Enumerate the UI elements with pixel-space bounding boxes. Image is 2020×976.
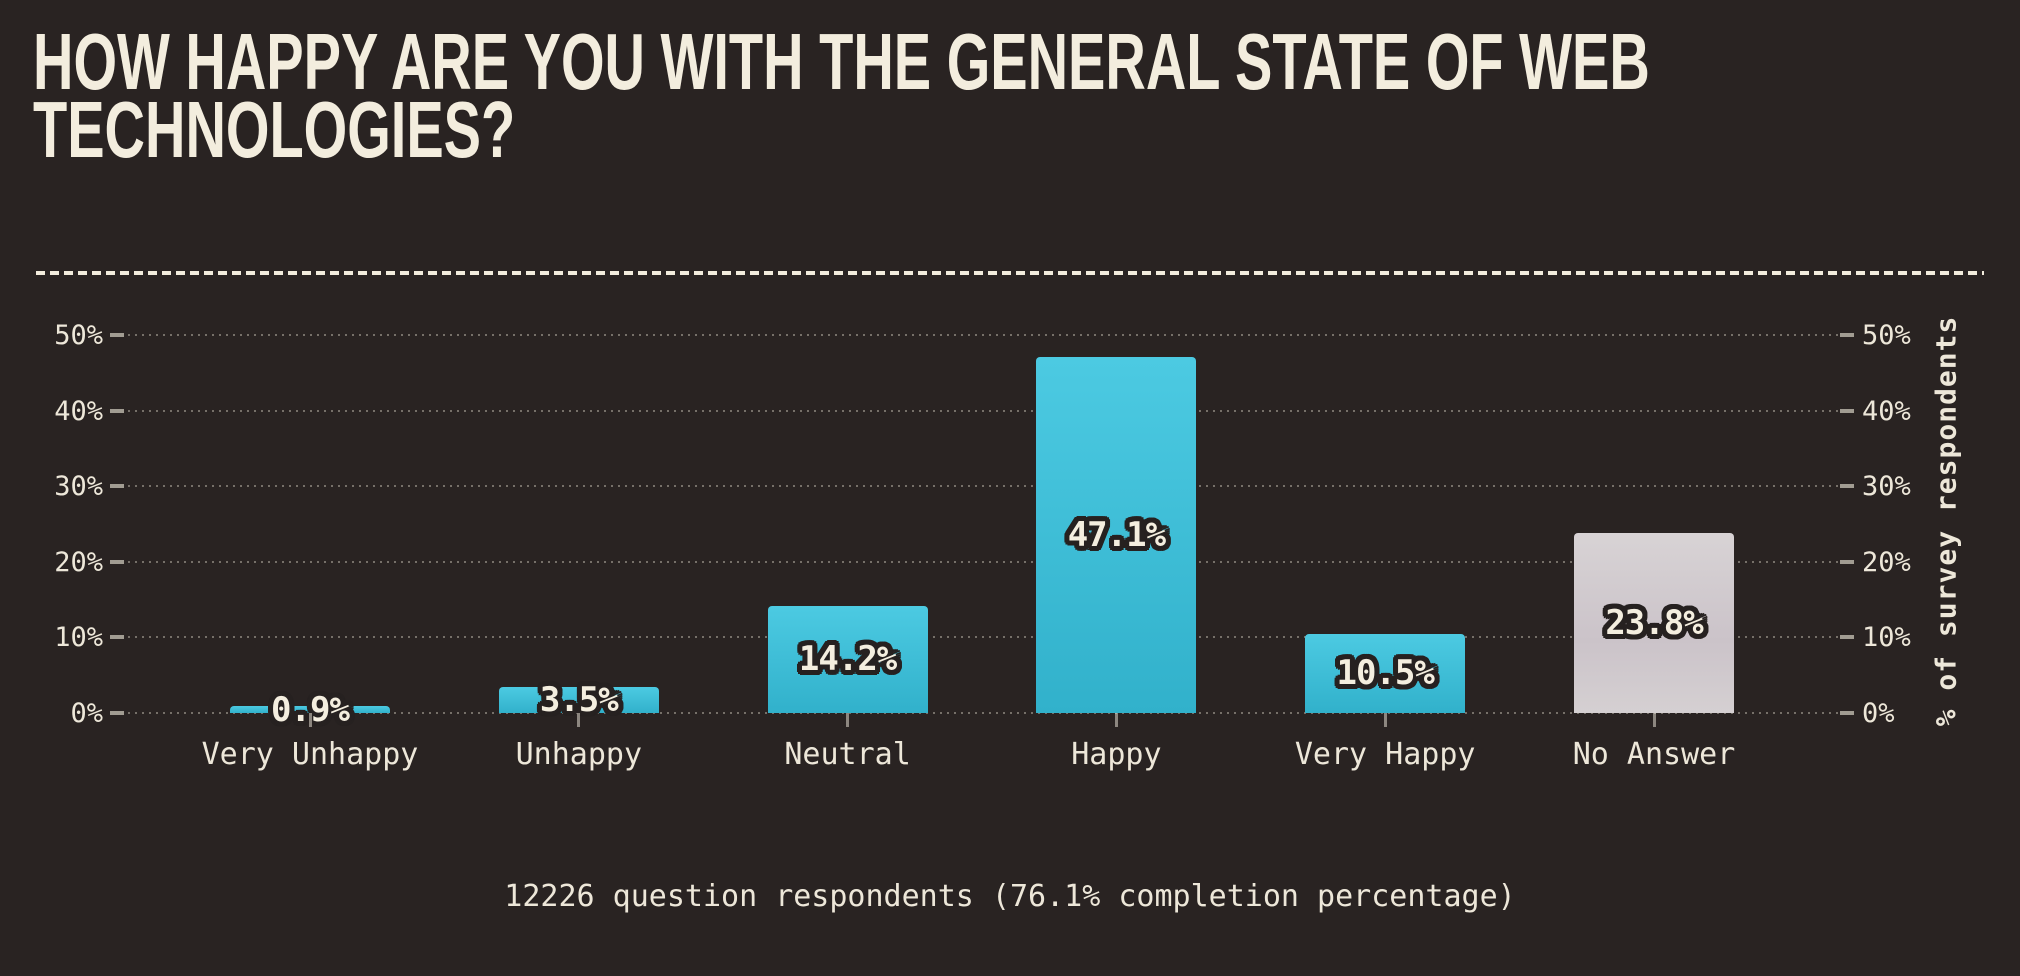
y-axis-label-left: 20% xyxy=(54,546,103,578)
bar-value-label: 47.1% xyxy=(1067,515,1166,556)
bar-happy[interactable] xyxy=(1036,357,1197,713)
y-axis-tick-left xyxy=(110,333,124,338)
title-separator-dashed-line xyxy=(36,271,1984,275)
category-label-very-unhappy: Very Unhappy xyxy=(201,737,419,772)
y-axis-label-right: 0% xyxy=(1862,698,1895,729)
bar-unhappy[interactable] xyxy=(498,686,659,713)
bar-neutral[interactable] xyxy=(767,605,928,713)
y-axis-label-left: 40% xyxy=(54,395,103,427)
y-axis-tick-left xyxy=(110,484,124,489)
bar-very-unhappy[interactable] xyxy=(230,706,390,713)
y-axis-label-right: 10% xyxy=(1862,622,1911,654)
y-axis-tick-right xyxy=(1840,711,1854,715)
y-axis-label-left: 30% xyxy=(54,471,103,503)
x-axis-tick xyxy=(1114,713,1118,727)
y-axis-label-left: 50% xyxy=(54,320,103,352)
y-axis-tick-right xyxy=(1840,333,1854,338)
y-axis-label-left: 10% xyxy=(54,622,103,654)
page-title: HOW HAPPY ARE YOU WITH THE GENERAL STATE… xyxy=(33,17,1650,174)
y-axis-tick-left xyxy=(110,408,124,413)
category-label-unhappy: Unhappy xyxy=(515,737,643,772)
category-label-neutral: Neutral xyxy=(784,737,911,772)
y-axis-tick-right xyxy=(1840,408,1854,413)
gridline-0% xyxy=(128,712,1838,714)
bar-value-label: 10.5% xyxy=(1336,653,1435,694)
y-axis-label-right: 40% xyxy=(1862,395,1911,427)
gridline-50% xyxy=(128,334,1838,337)
page-title-line-1: HOW HAPPY ARE YOU WITH THE GENERAL STATE… xyxy=(33,17,1650,106)
y-axis-label-right: 20% xyxy=(1862,546,1911,578)
y-axis-tick-left xyxy=(110,559,124,564)
x-axis-tick xyxy=(1652,713,1656,727)
footer-note: 12226 question respondents (76.1% comple… xyxy=(504,879,1516,914)
gridline-20% xyxy=(128,560,1838,563)
x-axis-tick xyxy=(1383,713,1387,727)
category-label-very-happy: Very Happy xyxy=(1294,737,1476,772)
y-axis-label-right: 30% xyxy=(1862,471,1911,503)
y-axis-tick-left xyxy=(110,635,124,640)
x-axis-tick xyxy=(308,713,312,727)
y-axis-label-right: 50% xyxy=(1862,320,1911,352)
y-axis-tick-left xyxy=(110,711,124,715)
y-axis-title: % of survey respondents xyxy=(1929,315,1963,727)
bar-value-label: 23.8% xyxy=(1605,603,1703,644)
gridline-10% xyxy=(128,636,1838,639)
bar-very-happy[interactable] xyxy=(1305,633,1466,713)
page-title-line-2: TECHNOLOGIES? xyxy=(33,85,516,174)
category-label-happy: Happy xyxy=(1071,737,1162,772)
gridline-40% xyxy=(128,409,1838,412)
bar-value-label: 14.2% xyxy=(798,639,897,680)
gridline-30% xyxy=(128,485,1838,488)
category-label-no-answer: No Answer xyxy=(1572,737,1736,772)
y-axis-tick-right xyxy=(1840,484,1854,489)
x-axis-tick xyxy=(846,713,850,727)
x-axis-tick xyxy=(577,713,581,727)
y-axis-label-left: 0% xyxy=(70,698,103,729)
bar-no-answer[interactable] xyxy=(1574,533,1734,713)
y-axis-tick-right xyxy=(1840,635,1854,640)
y-axis-tick-right xyxy=(1840,559,1854,564)
